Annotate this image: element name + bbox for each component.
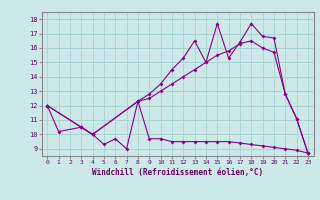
X-axis label: Windchill (Refroidissement éolien,°C): Windchill (Refroidissement éolien,°C): [92, 168, 263, 177]
